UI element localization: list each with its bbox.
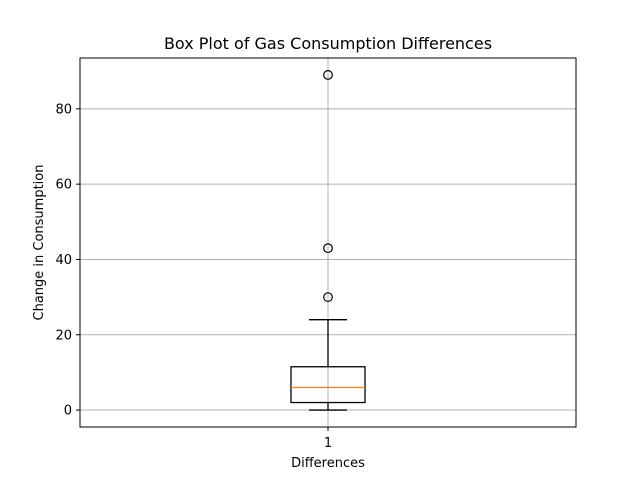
outlier-point	[323, 243, 333, 254]
chart-title: Box Plot of Gas Consumption Differences	[164, 34, 492, 53]
y-tick-label: 60	[55, 178, 72, 193]
axis-ticks: 0 20 40 60 80 1	[55, 102, 332, 451]
grid-lines	[80, 58, 576, 427]
y-tick-label: 80	[55, 102, 72, 117]
interquartile-box	[290, 366, 366, 404]
x-tick-label: 1	[324, 436, 332, 451]
x-axis-label: Differences	[291, 456, 365, 471]
y-tick-label: 0	[64, 404, 72, 419]
y-tick-label: 20	[55, 328, 72, 343]
y-axis-label: Change in Consumption	[32, 165, 47, 321]
y-tick-label: 40	[55, 253, 72, 268]
outlier-point	[323, 292, 333, 302]
outlier-point	[323, 70, 333, 80]
box-plot-series	[290, 70, 366, 411]
